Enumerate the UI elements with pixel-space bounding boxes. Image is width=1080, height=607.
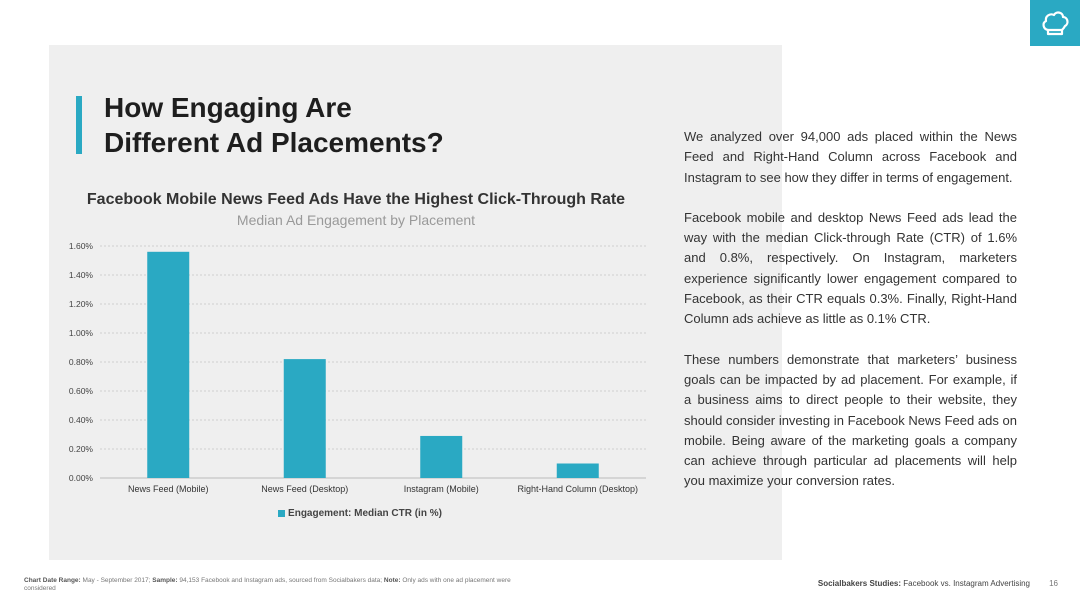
footer-caption: Socialbakers Studies: Facebook vs. Insta… [760,579,1030,588]
bar [147,251,190,478]
y-tick-label: 1.20% [69,299,94,309]
footer-brand: Socialbakers Studies: [817,579,902,588]
legend-label: Engagement: Median CTR (in %) [288,508,442,519]
x-tick-label: Right-Hand Column (Desktop) [517,484,638,494]
x-tick-label: Instagram (Mobile) [404,484,479,494]
description-text: We analyzed over 94,000 ads placed withi… [684,127,1017,512]
page-title-line-1: How Engaging Are [104,92,352,123]
y-tick-label: 0.80% [69,357,94,367]
y-tick-label: 0.60% [69,386,94,396]
bar [420,435,463,478]
page-title-line-2: Different Ad Placements? [104,127,444,158]
footnote-note-label: Note: [383,577,401,584]
y-tick-label: 0.20% [69,444,94,454]
chart-subtitle: Median Ad Engagement by Placement [236,212,476,228]
y-tick-label: 1.40% [69,270,94,280]
description-paragraph-2: Facebook mobile and desktop News Feed ad… [684,209,1017,327]
footnote-date-label: Chart Date Range: [24,577,81,584]
description-paragraph-1: We analyzed over 94,000 ads placed withi… [684,129,1017,185]
y-tick-label: 1.00% [69,328,94,338]
y-tick-label: 0.40% [69,415,94,425]
footnote-date-value: May - September 2017; [82,577,151,584]
footnote: Chart Date Range: May - September 2017; … [24,577,524,593]
chart-title: Facebook Mobile News Feed Ads Have the H… [86,191,626,208]
heading-accent-bar [76,96,82,154]
description-paragraph-3: These numbers demonstrate that marketers… [684,351,1017,489]
bar [556,463,599,478]
chef-hat-icon [1042,11,1069,36]
footnote-sample-value: 94,153 Facebook and Instagram ads, sourc… [179,577,383,584]
footnote-note-value: Only ads with one ad placement were cons… [24,577,511,592]
page-number: 16 [1049,579,1058,588]
y-tick-label: 0.00% [69,473,94,483]
chart-legend: Engagement: Median CTR (in %) [220,508,500,519]
legend-swatch [278,509,286,517]
logo-badge [1030,0,1080,46]
bar [283,359,326,478]
footer-title: Facebook vs. Instagram Advertising [903,579,1030,588]
page-title: How Engaging Are Different Ad Placements… [104,90,524,160]
footnote-sample-label: Sample: [152,577,178,584]
x-tick-label: News Feed (Mobile) [128,484,209,494]
x-tick-label: News Feed (Desktop) [261,484,348,494]
y-tick-label: 1.60% [69,241,94,251]
